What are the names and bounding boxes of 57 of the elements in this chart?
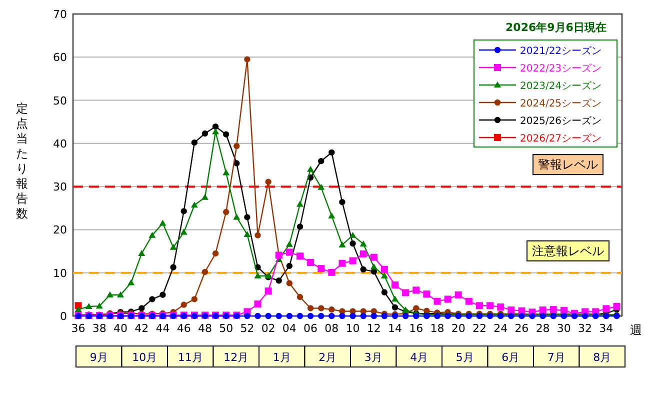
x-tick-label: 20 [451,322,466,335]
y-tick-label: 60 [53,51,67,64]
x-tick-label: 42 [134,322,149,335]
text: 11月 [178,351,203,364]
text: 1月 [272,351,291,364]
y-tick-label: 70 [53,8,67,21]
x-tick-label: 32 [578,322,592,335]
x-tick-label: 16 [409,322,424,335]
x-tick-label: 52 [240,322,254,335]
x-tick-label: 04 [282,322,296,335]
x-tick-label: 36 [71,322,86,335]
x-tick-label: 50 [219,322,234,335]
legend-label: 2025/26シーズン [520,115,602,127]
text: 2月 [318,351,337,364]
text: 10月 [132,351,158,364]
y-axis-title: 定点当たり報告数 [16,102,28,220]
x-tick-label: 30 [556,322,571,335]
legend-label: 2021/22シーズン [520,45,602,57]
x-tick-label: 28 [536,322,550,335]
x-tick-label: 02 [261,322,276,335]
x-tick-label: 44 [156,322,170,335]
legend-label: 2023/24シーズン [520,80,602,92]
y-tick-label: 30 [53,180,67,194]
x-tick-label: 48 [198,322,212,335]
y-tick-label: 0 [60,310,67,323]
x-tick-label: 38 [92,322,106,335]
text: 2026年9月6日現在 [506,21,606,34]
ref-line-label: 警報レベル [538,158,598,172]
text: 5月 [456,351,474,364]
y-tick-label: 10 [53,266,67,280]
ref-line-label: 注意報レベル [532,244,604,258]
legend-label: 2022/23シーズン [520,62,602,74]
legend-label: 2024/25シーズン [520,98,602,110]
text: 6月 [502,351,520,364]
text: 7月 [547,351,566,364]
y-tick-label: 50 [53,94,67,108]
y-tick-label: 40 [53,137,67,150]
x-tick-label: 12 [366,322,381,335]
x-tick-label: 08 [324,322,339,335]
x-tick-label: 24 [494,322,508,335]
text: 12月 [224,351,249,364]
text: 8月 [593,351,612,364]
legend-label: 2026/27シーズン [520,132,602,144]
x-tick-label: 14 [388,322,402,335]
y-tick-label: 20 [53,224,67,237]
x-tick-label: 22 [472,322,486,335]
x-tick-label: 06 [304,322,318,335]
text: 4月 [410,351,428,364]
x-tick-label: 10 [346,322,360,335]
x-tick-label: 34 [599,322,614,335]
x-tick-label: 18 [430,322,444,335]
x-tick-label: 46 [176,322,191,335]
x-tick-label: 40 [114,322,128,335]
text: 3月 [364,351,382,364]
x-tick-label: 26 [514,322,529,335]
text: 9月 [90,351,108,364]
x-axis-title: 週 [630,323,642,337]
